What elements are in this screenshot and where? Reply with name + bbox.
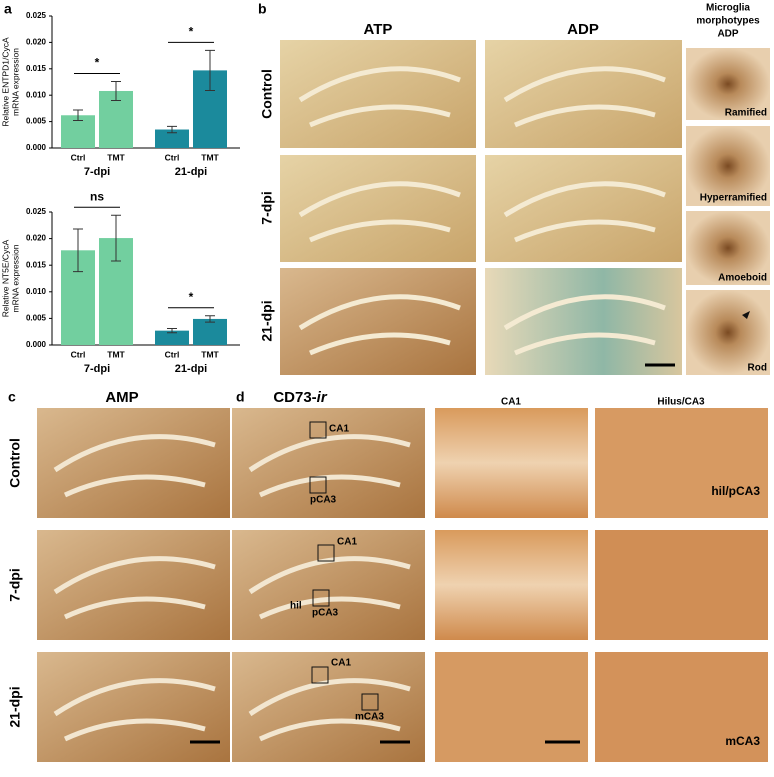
zoom-label: mCA3 [725,734,760,748]
title-italic: ir [317,389,328,406]
error-bar [167,328,177,334]
row-label: Control [259,69,275,119]
micrograph [595,530,768,640]
x-tick-label: Ctrl [165,152,180,162]
region-label: mCA3 [355,712,384,723]
bar [155,330,189,345]
morphotype-label: Amoeboid [718,273,767,284]
panel-letter: b [258,1,267,17]
zoom-label: hil/pCA3 [711,484,760,498]
title-text: CD73- [273,389,316,406]
micrograph [435,530,588,640]
x-tick-label: TMT [107,152,125,162]
column-title: AMP [105,389,138,406]
x-tick-label: Ctrl [71,349,86,359]
group-label: 21-dpi [175,166,207,178]
region-label: CA1 [331,658,351,669]
column-title: CA1 [501,397,521,408]
morphotype-label: Hyperramified [700,193,767,204]
error-bar [73,109,83,122]
bar [155,129,189,148]
y-tick-label: 0.020 [26,234,47,243]
y-axis-label: mRNA expression [10,244,20,312]
region-label: CA1 [337,537,357,548]
column-title: CD73-ir [273,389,328,406]
panel-letter: c [8,389,16,405]
micrograph [595,652,768,762]
region-label: CA1 [329,424,349,435]
significance-label: * [189,290,194,304]
row-label: 7-dpi [259,191,275,224]
microglia-image [686,211,770,285]
row-label: Control [7,438,23,488]
region-label: pCA3 [312,608,339,619]
row-label: 21-dpi [259,300,275,341]
microglia-image [686,290,770,375]
y-axis-label: Relative ENTPD1/CycA [0,37,10,127]
error-bar [205,315,215,323]
row-label: 21-dpi [7,686,23,727]
group-label: 21-dpi [175,363,207,375]
y-tick-label: 0.025 [26,207,47,216]
row-label: 7-dpi [7,568,23,601]
panel-letter: d [236,389,245,405]
y-tick-label: 0.000 [26,143,47,152]
region-box [309,421,379,711]
y-tick-label: 0.005 [26,314,47,323]
y-tick-label: 0.010 [26,90,47,99]
error-bar [111,214,121,262]
region-label: pCA3 [310,495,337,506]
significance-label: * [189,24,194,38]
column-title: ADP [567,21,599,38]
panel-letter: a [4,1,12,17]
region-label: hil [290,601,302,612]
y-axis-label: mRNA expression [10,48,20,116]
significance-label: * [95,56,100,70]
morphotype-label: Ramified [725,108,767,119]
error-bar [205,49,215,91]
bar [193,318,227,345]
x-tick-label: Ctrl [165,349,180,359]
x-tick-label: TMT [107,349,125,359]
y-tick-label: 0.010 [26,287,47,296]
error-bar [167,125,177,134]
y-axis-label: Relative NT5E/CycA [0,239,10,317]
y-tick-label: 0.000 [26,340,47,349]
side-title: Microglia [706,3,750,14]
x-tick-label: TMT [201,152,219,162]
x-tick-label: Ctrl [71,152,86,162]
microglia-image [686,48,770,120]
error-bar [111,80,121,101]
side-title: morphotypes [696,16,760,27]
y-tick-label: 0.005 [26,117,47,126]
region-labels: CA1 pCA3 CA1 hil pCA3 CA1 mCA3 [290,424,384,723]
y-tick-label: 0.025 [26,11,47,20]
image-panels [37,40,770,762]
y-tick-label: 0.020 [26,38,47,47]
group-label: 7-dpi [84,363,110,375]
microglia-image [686,126,770,206]
y-tick-label: 0.015 [26,64,47,73]
x-tick-label: TMT [201,349,219,359]
hippocampus-outline [298,66,666,356]
morphotype-label: Rod [748,363,767,374]
group-label: 7-dpi [84,166,110,178]
micrograph [435,652,588,762]
y-tick-label: 0.015 [26,260,47,269]
column-title: ATP [364,21,393,38]
significance-label: ns [90,189,104,203]
error-bar [73,228,83,273]
micrograph [435,408,588,518]
arrowhead [742,311,750,319]
column-title: Hilus/CA3 [657,397,705,408]
micrograph [595,408,768,518]
side-title: ADP [717,29,738,40]
